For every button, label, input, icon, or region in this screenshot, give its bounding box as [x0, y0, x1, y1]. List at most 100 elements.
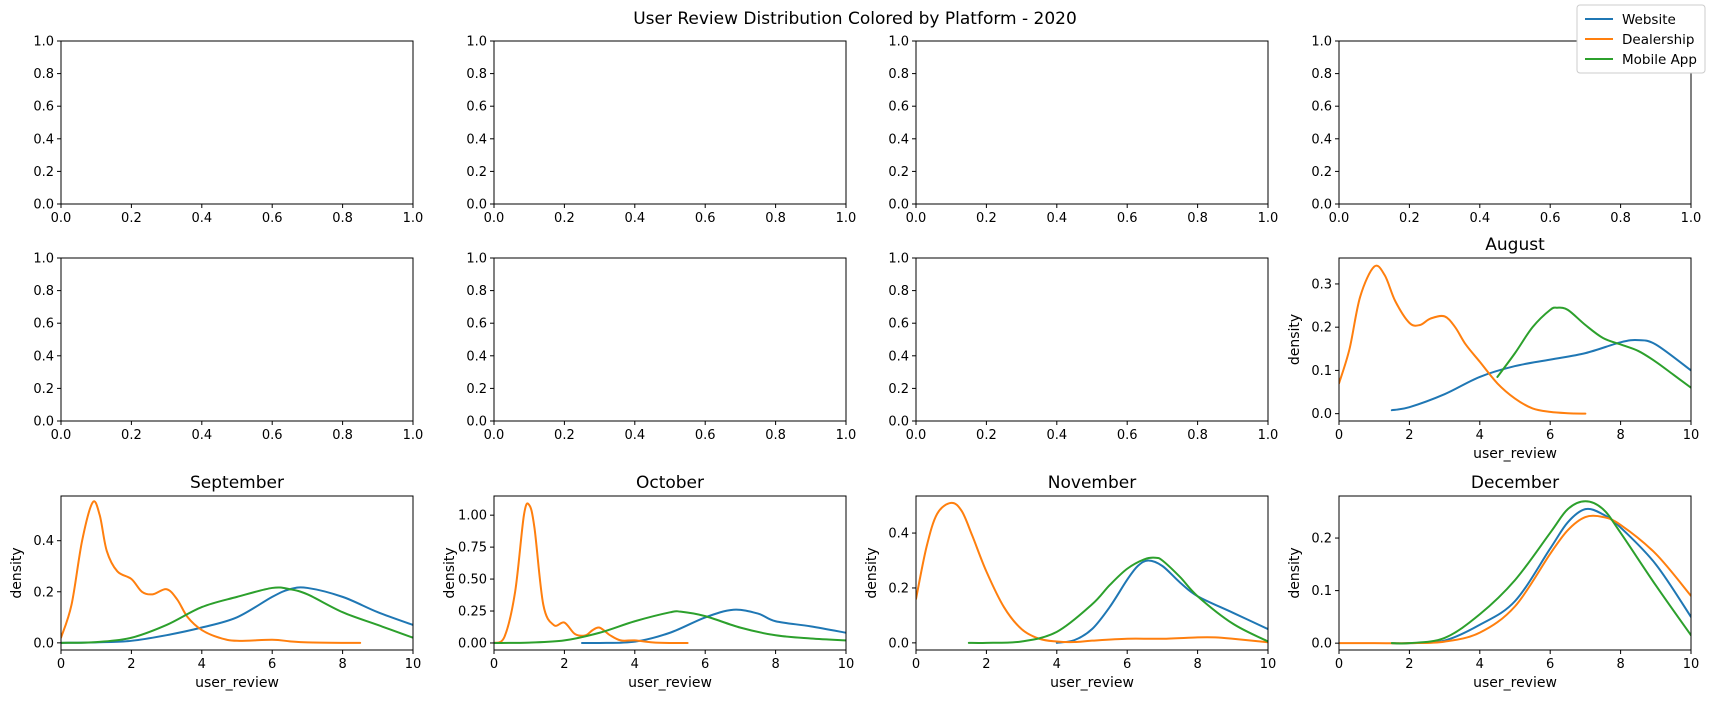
y-tick-label: 0.2: [466, 382, 487, 397]
y-tick-label: 0.1: [1311, 364, 1332, 379]
x-tick-label: 0.0: [51, 211, 72, 226]
x-tick-label: 8: [771, 657, 779, 672]
y-axis-label: density: [1287, 547, 1303, 598]
x-tick-label: 0.6: [262, 428, 283, 443]
y-tick-label: 0.2: [33, 585, 54, 600]
series-group: [916, 501, 1268, 644]
axes-frame: [493, 257, 847, 422]
y-axis-label: density: [9, 547, 25, 598]
y-tick-label: 1.0: [1311, 35, 1332, 50]
x-tick-label: 0.2: [121, 428, 142, 443]
subplot-6: 0.0 0.2 0.4 0.6 0.8 1.0 0.0 0.2 0.4 0.6 0.8 1.0: [466, 252, 856, 444]
y-tick-label: 0.8: [466, 284, 487, 299]
y-tick-label: 0.2: [888, 581, 909, 596]
y-tick-label: 0.8: [888, 284, 909, 299]
subplot-title: August: [1485, 235, 1545, 255]
x-tick-label: 0.6: [695, 428, 716, 443]
y-tick-label: 0.6: [466, 317, 487, 332]
subplot-title: October: [636, 473, 704, 493]
figure-legend: Website Dealership Mobile App: [1576, 4, 1706, 74]
x-tick-label: 0.4: [624, 211, 645, 226]
x-tick-label: 0.0: [484, 428, 505, 443]
y-tick-label: 0.0: [1311, 407, 1332, 422]
x-tick-label: 6: [1546, 657, 1554, 672]
y-tick-label: 0.0: [466, 415, 487, 430]
subplot-2: 0.0 0.2 0.4 0.6 0.8 1.0 0.0 0.2 0.4 0.6 0.8 1.0: [466, 35, 856, 227]
x-tick-label: 1.0: [1681, 211, 1702, 226]
x-tick-label: 0.0: [906, 211, 927, 226]
y-tick-label: 0.8: [466, 67, 487, 82]
x-tick-label: 4: [1476, 657, 1484, 672]
x-tick-label: 0.8: [1187, 428, 1208, 443]
y-tick-label: 0.0: [1311, 637, 1332, 652]
axes-frame: [60, 495, 414, 651]
x-tick-label: 0.6: [1117, 428, 1138, 443]
x-tick-label: 0.8: [765, 211, 786, 226]
x-tick-label: 10: [405, 657, 422, 672]
figure-title: User Review Distribution Colored by Plat…: [633, 9, 1077, 29]
x-tick-label: 2: [1405, 428, 1413, 443]
subplot-9: 0 2 4 6 8 10 0.0 0.2 0.4 September user_review dens…: [9, 473, 421, 691]
y-tick-label: 0.2: [466, 165, 487, 180]
axes-frame: [1338, 495, 1692, 651]
y-tick-label: 0.25: [458, 605, 487, 620]
x-axis-label: user_review: [1473, 675, 1557, 691]
axes-frame: [915, 257, 1269, 422]
y-tick-label: 0.8: [888, 67, 909, 82]
x-tick-label: 0.0: [51, 428, 72, 443]
y-tick-label: 0.0: [888, 636, 909, 651]
y-tick-label: 1.0: [466, 35, 487, 50]
y-tick-label: 0.4: [33, 534, 54, 549]
legend-label-mobile-app: Mobile App: [1622, 52, 1697, 68]
axes-frame: [493, 495, 847, 651]
y-tick-label: 0.6: [33, 317, 54, 332]
x-tick-label: 4: [1476, 428, 1484, 443]
x-tick-label: 0.4: [1046, 428, 1067, 443]
legend-box: [1576, 4, 1706, 74]
y-tick-label: 0.2: [33, 382, 54, 397]
y-tick-label: 0.4: [466, 349, 487, 364]
series-line-website: [1390, 339, 1691, 412]
subplot-title: September: [190, 473, 284, 493]
axes-frame: [915, 495, 1269, 651]
x-tick-label: 8: [1616, 657, 1624, 672]
x-tick-label: 0.2: [1399, 211, 1420, 226]
series-line-mobile-app: [61, 586, 413, 644]
x-tick-label: 4: [631, 657, 639, 672]
x-axis-label: user_review: [628, 675, 712, 691]
series-group: [61, 500, 413, 644]
y-tick-label: 0.6: [888, 317, 909, 332]
x-tick-label: 0.0: [1329, 211, 1350, 226]
subplot-10: 0 2 4 6 8 10 0.00 0.25 0.50 0.75 1.00 October user_r…: [442, 473, 854, 691]
legend-label-dealership: Dealership: [1622, 32, 1695, 48]
x-tick-label: 0: [1335, 428, 1343, 443]
y-tick-label: 1.0: [888, 35, 909, 50]
y-tick-label: 0.3: [1311, 277, 1332, 292]
axes-frame: [493, 40, 847, 205]
series-line-dealership: [61, 500, 362, 644]
x-tick-label: 1.0: [403, 428, 424, 443]
series-line-mobile-app: [967, 556, 1268, 644]
x-tick-label: 0: [490, 657, 498, 672]
subplot-title: December: [1471, 473, 1559, 493]
x-tick-label: 10: [1683, 657, 1700, 672]
x-tick-label: 0.4: [191, 428, 212, 443]
subplot-grid: 0.0 0.2 0.4 0.6 0.8 1.00.00.20.40.60.81.00.0 0…: [9, 35, 1701, 692]
y-tick-label: 0.8: [1311, 67, 1332, 82]
x-tick-label: 1.0: [1258, 211, 1279, 226]
x-tick-label: 10: [838, 657, 855, 672]
axes-frame: [60, 40, 414, 205]
y-tick-label: 0.0: [33, 198, 54, 213]
x-tick-label: 0.2: [976, 211, 997, 226]
x-tick-label: 0: [1335, 657, 1343, 672]
y-tick-label: 0.0: [888, 415, 909, 430]
series-group: [494, 502, 846, 645]
y-tick-label: 0.0: [466, 198, 487, 213]
axes-frame: [1338, 257, 1692, 422]
x-tick-label: 0.4: [191, 211, 212, 226]
y-tick-label: 1.0: [33, 252, 54, 267]
y-tick-label: 0.6: [888, 100, 909, 115]
series-line-mobile-app: [1390, 500, 1691, 645]
